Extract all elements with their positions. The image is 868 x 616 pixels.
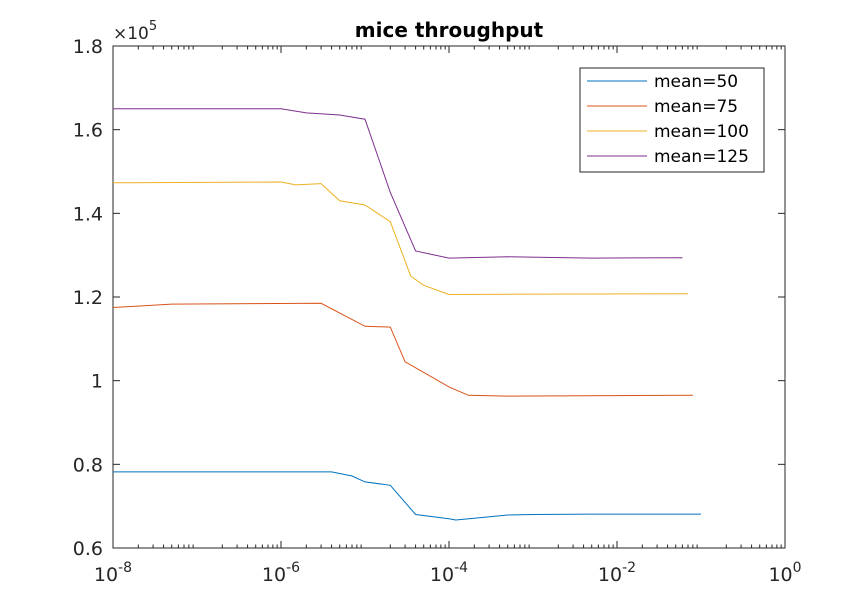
x-tick-label: 100	[768, 560, 801, 586]
y-tick-label: 0.6	[73, 538, 103, 560]
legend: mean=50 mean=75 mean=100 mean=125	[579, 67, 765, 173]
legend-label: mean=125	[654, 147, 749, 167]
y-exponent-label: ×105	[113, 19, 157, 44]
x-tick-label: 10-6	[262, 560, 300, 586]
y-tick-label: 1.8	[73, 36, 103, 58]
y-exponent-text: ×105	[113, 19, 157, 44]
y-tick-label: 1.6	[73, 120, 103, 142]
y-tick-label: 0.8	[73, 454, 103, 476]
legend-label: mean=50	[654, 72, 738, 92]
x-major-ticks: 10-8 10-6 10-4 10-2 100	[94, 46, 802, 586]
x-tick-label: 10-4	[430, 560, 468, 586]
series-lines	[112, 108, 701, 521]
legend-label: mean=100	[654, 122, 749, 142]
series-line-mean-100	[112, 181, 689, 296]
legend-label: mean=75	[654, 97, 738, 117]
series-line-mean-125	[113, 108, 683, 259]
series-line-mean-75	[112, 302, 693, 397]
x-minor-ticks	[137, 46, 782, 548]
chart-title: mice throughput	[355, 18, 544, 42]
legend-box	[579, 67, 765, 173]
y-ticks: 0.6 0.8 1 1.2 1.4 1.6 1.8	[73, 36, 785, 560]
y-tick-label: 1.4	[73, 203, 103, 225]
x-tick-label: 10-8	[94, 560, 132, 586]
y-tick-label: 1.2	[73, 287, 103, 309]
series-line-mean-50	[113, 471, 701, 521]
x-tick-label: 10-2	[598, 560, 636, 586]
y-tick-label: 1	[91, 371, 103, 393]
